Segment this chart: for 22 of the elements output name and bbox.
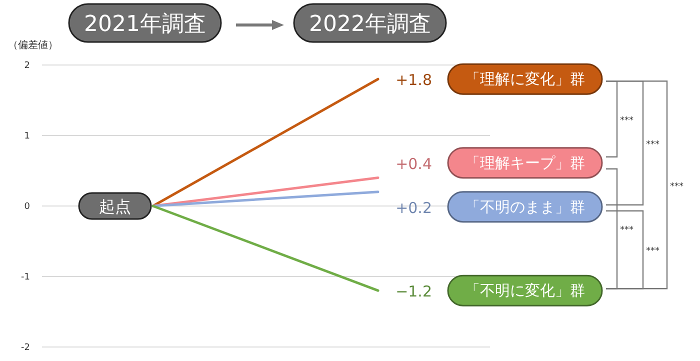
text: 「不明に変化」群 [465, 282, 585, 300]
text: 「不明のまま」群 [465, 198, 585, 216]
y-tick-label: -2 [21, 343, 30, 353]
data-label: +0.4 [396, 154, 432, 173]
annotation: 起点 [99, 197, 131, 216]
data-label: −1.2 [396, 282, 432, 301]
y-tick-label: 1 [24, 132, 30, 142]
y-axis-title: （偏差値） [8, 39, 58, 51]
text: *** [620, 116, 634, 126]
y-tick-label: 2 [24, 61, 30, 71]
text: 「理解に変化」群 [465, 70, 585, 88]
text: *** [646, 246, 660, 257]
x-tick-label: 2022年調査 [309, 12, 431, 37]
y-tick-label: 0 [24, 202, 30, 212]
text: 「理解キープ」群 [465, 154, 585, 172]
y-tick-label: -1 [21, 272, 30, 282]
text: *** [670, 182, 684, 192]
data-label: +0.2 [396, 198, 432, 217]
data-label: +1.8 [396, 71, 432, 90]
text: *** [620, 226, 634, 236]
text: *** [646, 140, 660, 150]
x-tick-label: 2021年調査 [84, 12, 206, 37]
